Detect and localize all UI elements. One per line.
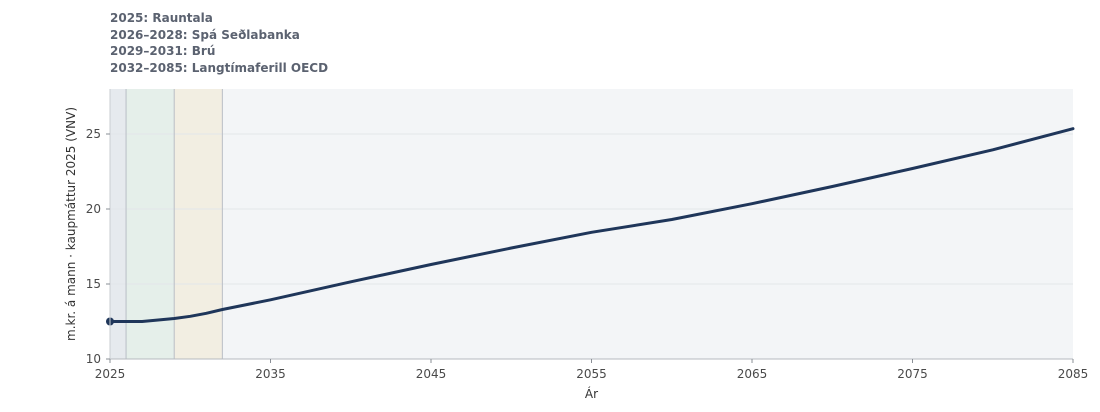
- note-long-term: 2032–2085: Langtímaferill OECD: [110, 60, 329, 75]
- x-tick-label-2025: 2025: [95, 367, 126, 381]
- x-axis-label: Ár: [585, 386, 598, 401]
- y-tick-label-15: 15: [86, 277, 101, 291]
- period-bands: [110, 89, 1074, 359]
- period-dividers: [125, 89, 223, 359]
- x-tick-label-2085: 2085: [1058, 367, 1089, 381]
- note-forecast: 2026–2028: Spá Seðlabanka: [110, 27, 300, 42]
- series-line-0: [108, 127, 1075, 323]
- x-tick-label-2045: 2045: [416, 367, 447, 381]
- period-band-0: [110, 89, 127, 359]
- x-tick-label-2065: 2065: [737, 367, 768, 381]
- grid-lines: [110, 133, 1073, 285]
- note-bridge: 2029–2031: Brú: [110, 44, 216, 58]
- y-axis-label: m.kr. á mann · kaupmáttur 2025 (VNV): [64, 107, 78, 341]
- y-tick-label-25: 25: [86, 127, 101, 141]
- period-notes: 2025: Rauntala 2026–2028: Spá Seðlabanka…: [110, 10, 328, 76]
- note-actual: 2025: Rauntala: [110, 11, 213, 25]
- x-tick-label-2075: 2075: [897, 367, 928, 381]
- y-tick-label-20: 20: [86, 202, 101, 216]
- x-tick-label-2035: 2035: [255, 367, 286, 381]
- y-tick-label-10: 10: [86, 352, 101, 366]
- x-tick-label-2055: 2055: [576, 367, 607, 381]
